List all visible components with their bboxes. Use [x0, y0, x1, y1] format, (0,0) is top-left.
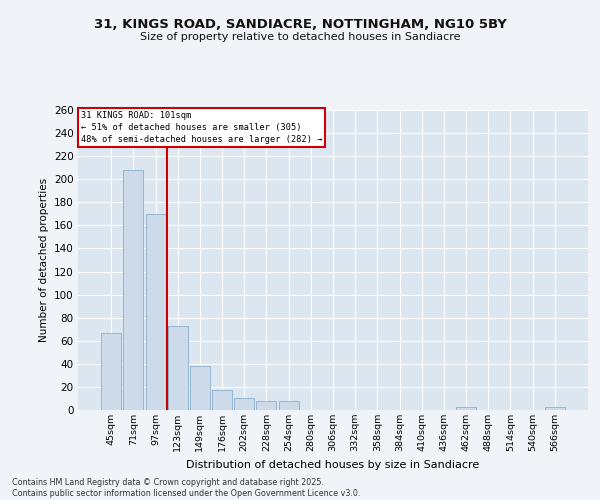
Bar	[101, 332, 121, 410]
Bar	[256, 401, 277, 410]
Bar	[278, 401, 299, 410]
Text: 31, KINGS ROAD, SANDIACRE, NOTTINGHAM, NG10 5BY: 31, KINGS ROAD, SANDIACRE, NOTTINGHAM, N…	[94, 18, 506, 30]
Bar	[234, 398, 254, 410]
Bar	[456, 406, 476, 410]
Bar	[124, 170, 143, 410]
Text: Size of property relative to detached houses in Sandiacre: Size of property relative to detached ho…	[140, 32, 460, 42]
Text: 31 KINGS ROAD: 101sqm
← 51% of detached houses are smaller (305)
48% of semi-det: 31 KINGS ROAD: 101sqm ← 51% of detached …	[80, 112, 322, 144]
Bar	[545, 406, 565, 410]
Bar	[146, 214, 166, 410]
Text: Contains HM Land Registry data © Crown copyright and database right 2025.
Contai: Contains HM Land Registry data © Crown c…	[12, 478, 361, 498]
Bar	[168, 326, 188, 410]
Bar	[212, 390, 232, 410]
Bar	[190, 366, 210, 410]
Y-axis label: Number of detached properties: Number of detached properties	[38, 178, 49, 342]
X-axis label: Distribution of detached houses by size in Sandiacre: Distribution of detached houses by size …	[187, 460, 479, 469]
